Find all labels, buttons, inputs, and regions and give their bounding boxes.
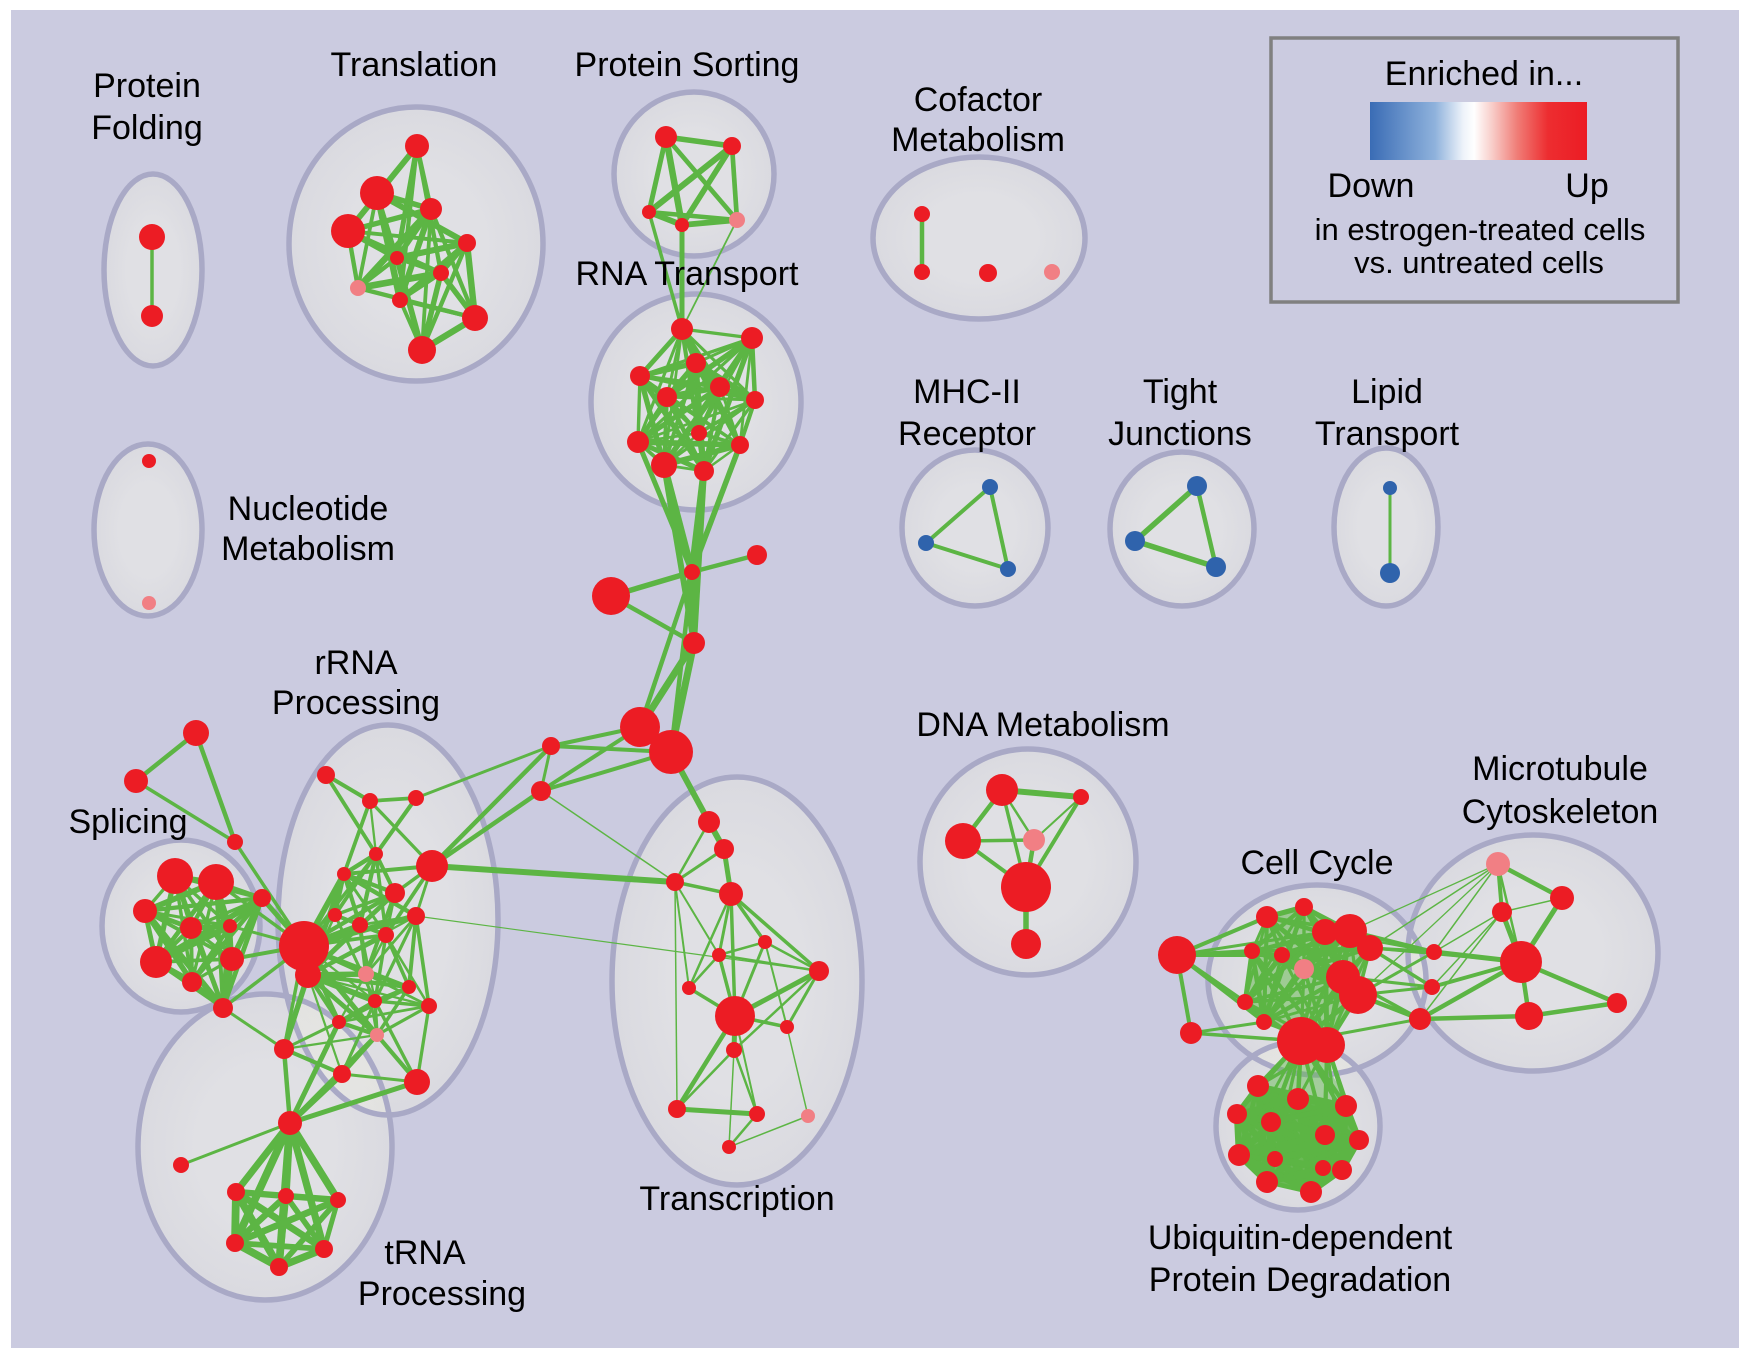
svg-text:Processing: Processing [272, 684, 440, 722]
svg-text:vs. untreated cells: vs. untreated cells [1354, 245, 1604, 280]
svg-text:Up: Up [1565, 167, 1608, 205]
svg-text:Nucleotide: Nucleotide [228, 490, 389, 528]
svg-text:Tight: Tight [1143, 373, 1218, 411]
svg-text:Enriched in...: Enriched in... [1385, 55, 1583, 93]
svg-text:Down: Down [1328, 167, 1415, 205]
svg-text:in estrogen-treated cells: in estrogen-treated cells [1315, 212, 1646, 247]
svg-text:Protein Sorting: Protein Sorting [575, 46, 800, 84]
svg-text:tRNA: tRNA [384, 1234, 466, 1272]
svg-text:Processing: Processing [358, 1275, 526, 1313]
svg-text:Transport: Transport [1315, 415, 1460, 453]
svg-text:Cytoskeleton: Cytoskeleton [1462, 793, 1659, 831]
svg-text:MHC-II: MHC-II [913, 373, 1021, 411]
svg-text:Protein: Protein [93, 67, 201, 105]
svg-text:Folding: Folding [91, 109, 203, 147]
svg-text:Translation: Translation [331, 46, 498, 84]
svg-text:Junctions: Junctions [1108, 415, 1252, 453]
svg-text:Protein Degradation: Protein Degradation [1149, 1261, 1451, 1299]
svg-text:Microtubule: Microtubule [1472, 750, 1648, 788]
svg-text:Cofactor: Cofactor [914, 81, 1043, 119]
svg-text:Receptor: Receptor [898, 415, 1036, 453]
svg-text:RNA Transport: RNA Transport [576, 255, 800, 293]
svg-text:Transcription: Transcription [639, 1180, 834, 1218]
svg-text:Metabolism: Metabolism [891, 121, 1065, 159]
svg-text:Ubiquitin-dependent: Ubiquitin-dependent [1148, 1219, 1453, 1257]
svg-text:Metabolism: Metabolism [221, 530, 395, 568]
svg-text:Lipid: Lipid [1351, 373, 1423, 411]
svg-text:Splicing: Splicing [68, 803, 187, 841]
svg-text:Cell Cycle: Cell Cycle [1240, 844, 1393, 882]
svg-text:DNA Metabolism: DNA Metabolism [916, 706, 1169, 744]
svg-text:rRNA: rRNA [314, 644, 397, 682]
